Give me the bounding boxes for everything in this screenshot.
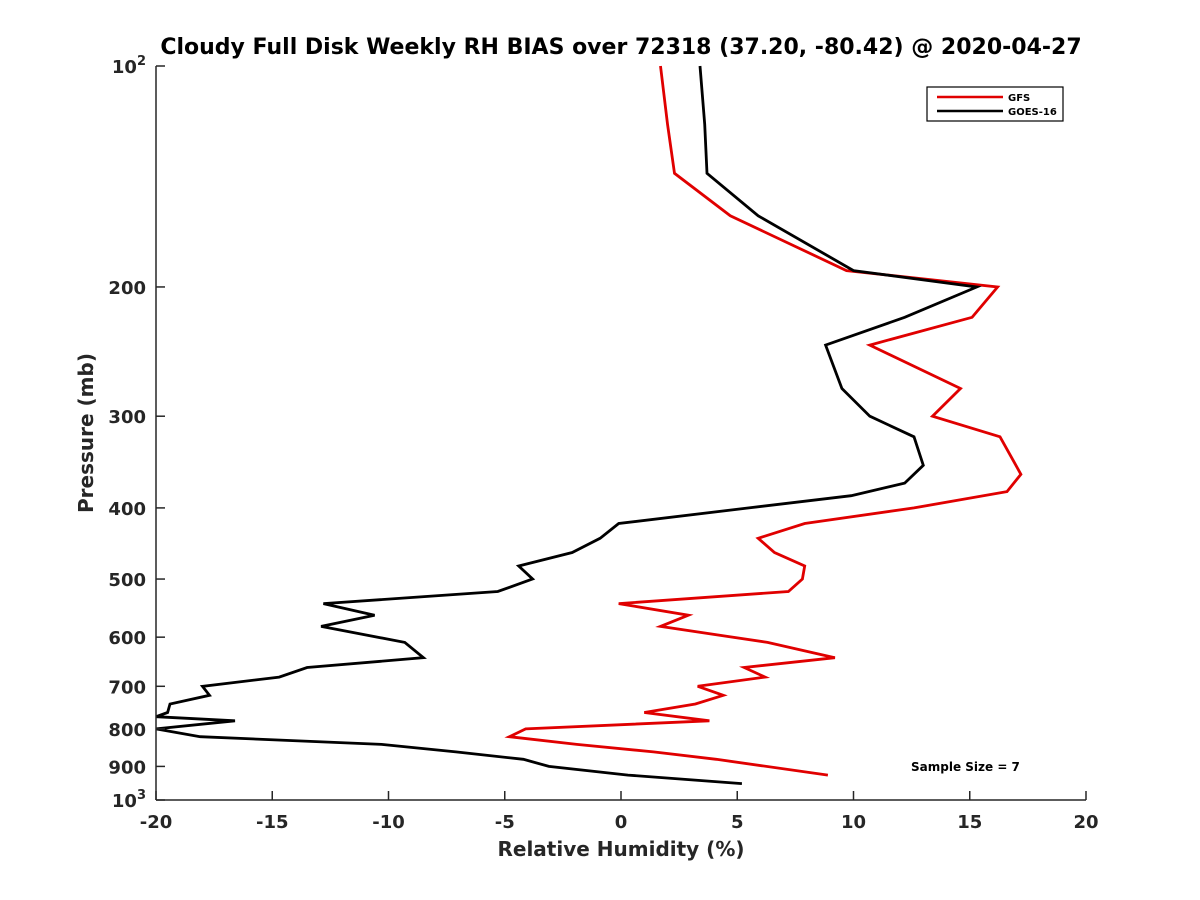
x-tick-label: -15 [256, 812, 289, 833]
x-tick-label: 10 [841, 812, 866, 833]
x-tick-label: 5 [731, 812, 744, 833]
legend-box [926, 86, 1064, 122]
series-line-gfs [504, 65, 1023, 777]
axes-layer: -20 -15 -10 -5 0 5 10 15 20 102 200 300 400 500 600 700… [108, 54, 1098, 833]
sample-size-annotation: Sample Size = 7 [911, 760, 1020, 774]
y-tick-label: 103 [112, 788, 146, 812]
chart-title: Cloudy Full Disk Weekly RH BIAS over 723… [160, 35, 1081, 60]
legend-label-gfs: GFS [1008, 93, 1030, 104]
x-axis-label: Relative Humidity (%) [497, 837, 744, 861]
y-tick-label: 700 [108, 677, 146, 698]
series-line-goes-16 [155, 65, 982, 785]
y-tick-label: 400 [108, 499, 146, 520]
x-tick-label: -5 [495, 812, 515, 833]
legend: GFS GOES-16 [926, 86, 1064, 122]
y-tick-label: 500 [108, 570, 146, 591]
x-tick-label: -20 [140, 812, 173, 833]
y-tick-label: 200 [108, 278, 146, 299]
y-tick-label: 900 [108, 757, 146, 778]
y-tick-label: 600 [108, 628, 146, 649]
y-tick-label: 800 [108, 720, 146, 741]
y-tick-label: 300 [108, 407, 146, 428]
series-layer [155, 65, 1023, 785]
legend-label-goes-16: GOES-16 [1008, 107, 1057, 118]
plot-area [156, 66, 1086, 800]
x-tick-label: 0 [615, 812, 628, 833]
y-tick-label: 102 [112, 54, 146, 78]
x-tick-label: 15 [957, 812, 982, 833]
x-tick-label: -10 [372, 812, 405, 833]
x-tick-label: 20 [1073, 812, 1098, 833]
y-axis-label: Pressure (mb) [74, 353, 98, 513]
